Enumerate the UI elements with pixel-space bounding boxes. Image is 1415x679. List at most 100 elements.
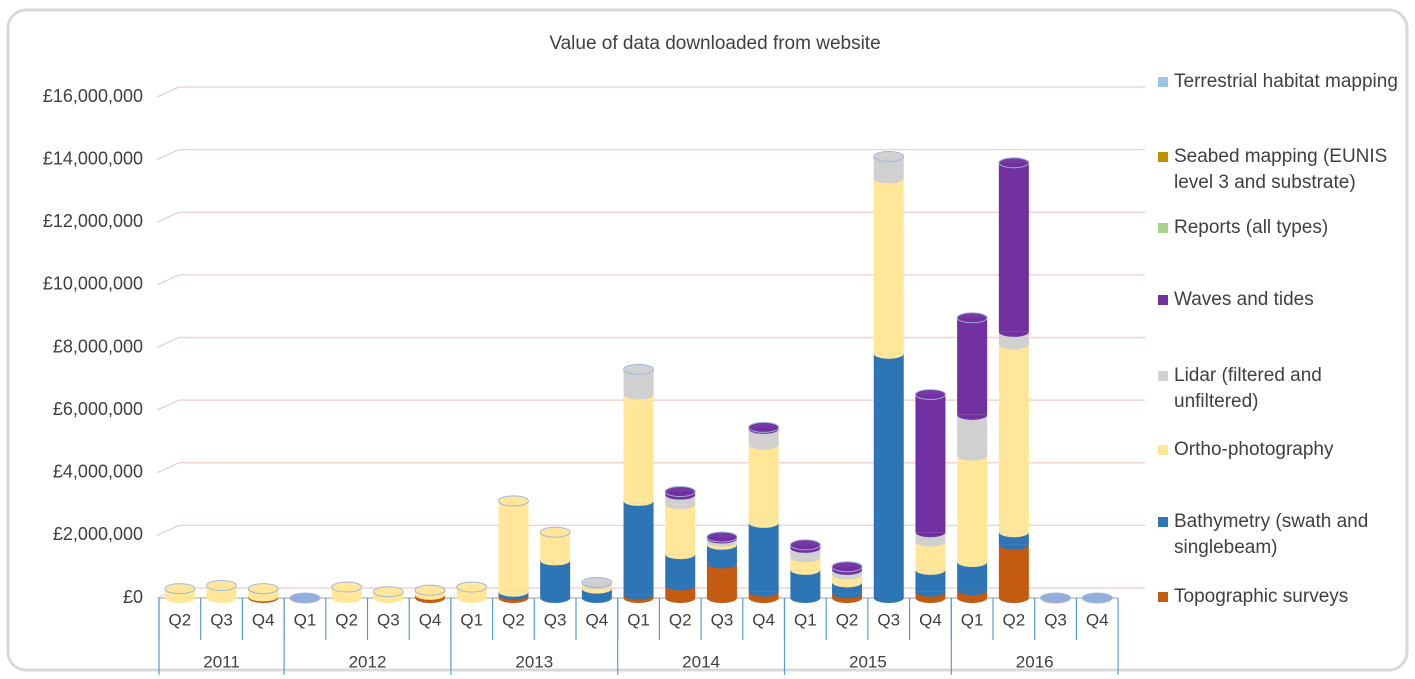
legend-label: Terrestrial habitat mapping (1174, 71, 1398, 92)
y-tick-label: £6,000,000 (53, 399, 143, 419)
bar-segment-base (832, 582, 863, 588)
legend-entry: Reports (all types) (1158, 215, 1403, 241)
x-tick-label: Q4 (252, 610, 275, 629)
bar-segment-base (248, 596, 279, 602)
x-tick-label: Q4 (1086, 610, 1109, 629)
x-tick-label: Q1 (460, 610, 483, 629)
bar-segment-base (706, 544, 737, 550)
bar-segment (998, 344, 1029, 533)
legend-entry: Ortho-photography (1158, 437, 1403, 463)
bar-segment (873, 156, 904, 179)
bar-cap (789, 539, 821, 551)
bar-segment (873, 353, 904, 598)
bar-segment (873, 178, 904, 354)
legend-label: Seabed mapping (EUNIS level 3 and substr… (1174, 146, 1388, 193)
bar-cap (873, 150, 905, 162)
bar-cap (706, 531, 738, 543)
bar-segment-base (915, 532, 946, 538)
bar-segment-base (498, 598, 529, 603)
bar-segment-base (665, 585, 696, 591)
bar-segment (957, 317, 988, 415)
bar-cap (998, 157, 1030, 169)
bar-segment-base (832, 593, 863, 599)
bar-segment-base (540, 560, 571, 566)
x-tick-label: Q2 (669, 610, 692, 629)
bar-cap (206, 579, 238, 591)
bar-segment-base (206, 598, 237, 603)
bar-segment (748, 522, 779, 592)
bar-segment-base (665, 598, 696, 603)
bar-segment (832, 582, 863, 594)
chart-title: Value of data downloaded from website (549, 33, 880, 54)
bar-segment-base (581, 598, 612, 603)
bar-cap (247, 583, 279, 595)
bar-segment (665, 554, 696, 586)
bar-segment-base (331, 598, 362, 603)
legend-swatch (1158, 223, 1168, 233)
bar-segment-base (873, 598, 904, 603)
bar-segment-base (665, 554, 696, 560)
x-tick-label: Q4 (919, 610, 942, 629)
bar-segment-base (540, 598, 571, 603)
bar-segment-base (748, 598, 779, 603)
grid-line-depth (156, 211, 180, 223)
bar-cap (1081, 592, 1113, 604)
x-tick-label: Q1 (794, 610, 817, 629)
bar-segment-base (957, 414, 988, 420)
group-label: 2015 (849, 652, 887, 671)
group-label: 2012 (349, 652, 387, 671)
bar-segment (498, 500, 529, 592)
bar-segment-base (915, 591, 946, 597)
y-tick-label: £8,000,000 (53, 336, 143, 356)
grid-line-depth (156, 462, 180, 474)
bar-segment-base (623, 500, 654, 506)
x-tick-label: Q2 (1003, 610, 1026, 629)
bar-segment-base (998, 344, 1029, 350)
bar-segment-base (957, 598, 988, 603)
group-label: 2016 (1016, 652, 1054, 671)
bar-segment (915, 569, 946, 592)
bar-segment-base (998, 598, 1029, 603)
legend-swatch (1158, 371, 1168, 381)
bar-cap (1040, 592, 1072, 604)
bar-cap (456, 581, 488, 593)
bar-segment-base (915, 541, 946, 547)
bar-segment-base (998, 544, 1029, 550)
legend-label: Ortho-photography (1174, 439, 1334, 460)
bar-segment-base (957, 455, 988, 461)
bar-segment-base (998, 331, 1029, 337)
bar-segment-base (790, 557, 821, 563)
legend-entry: Seabed mapping (EUNIS level 3 and substr… (1158, 144, 1403, 196)
bar-cap (372, 586, 404, 598)
grid-line-depth (156, 336, 180, 349)
bar-segment (998, 162, 1029, 332)
legend-label: Reports (all types) (1174, 217, 1329, 238)
bar-segment-base (623, 394, 654, 400)
bar-segment (957, 455, 988, 562)
bar-cap (956, 312, 988, 324)
bar-segment-base (748, 591, 779, 597)
legend-swatch (1158, 77, 1168, 87)
bar-segment-base (665, 504, 696, 510)
bar-segment-base (832, 574, 863, 580)
y-tick-label: £0 (123, 587, 143, 607)
bar-segment-base (706, 541, 737, 547)
x-tick-label: Q3 (377, 610, 400, 629)
bar-segment-base (706, 563, 737, 569)
bar-segment-base (498, 594, 529, 600)
group-label: 2011 (203, 652, 240, 671)
bar-cap (497, 495, 529, 507)
bar-segment (623, 394, 654, 501)
y-tick-label: £4,000,000 (53, 462, 143, 482)
bar-segment-base (748, 444, 779, 450)
legend-swatch (1158, 295, 1168, 305)
x-tick-label: Q3 (544, 610, 567, 629)
legend-swatch (1158, 517, 1168, 527)
x-tick-label: Q3 (877, 610, 900, 629)
bar-segment (748, 444, 779, 523)
group-label: 2014 (682, 652, 720, 671)
x-tick-label: Q3 (711, 610, 734, 629)
bar-cap (581, 576, 613, 588)
bar-segment-base (915, 598, 946, 603)
